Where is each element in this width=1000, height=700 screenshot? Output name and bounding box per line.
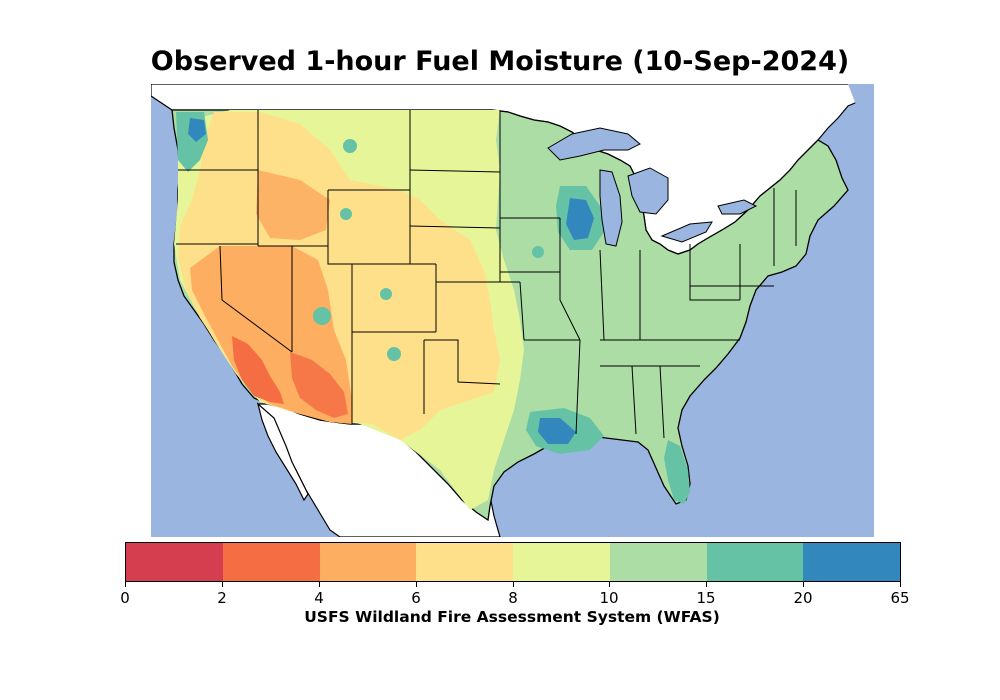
zone-2-4-socal xyxy=(232,336,284,404)
colorbar-bin-2-4 xyxy=(222,543,320,581)
moist-spot-wyoming xyxy=(340,208,352,220)
zone-20-65-pacific-nw-core xyxy=(188,118,206,142)
colorbar xyxy=(125,542,901,582)
colorbar-tick xyxy=(416,582,417,587)
colorbar-bin-6-8 xyxy=(416,543,513,581)
colorbar-tick xyxy=(609,582,610,587)
moist-spot-colorado xyxy=(380,288,392,300)
zone-20-65-gulf-core xyxy=(538,418,576,444)
moist-spot-montana xyxy=(343,139,357,153)
hudson-edge xyxy=(848,84,874,110)
colorbar-tick xyxy=(222,582,223,587)
colorbar-tick xyxy=(803,582,804,587)
colorbar-caption: USFS Wildland Fire Assessment System (WF… xyxy=(304,608,720,626)
colorbar-tick xyxy=(900,582,901,587)
state-borders xyxy=(176,110,797,439)
colorbar-bin-8-10 xyxy=(513,543,610,581)
colorbar-tick-label: 2 xyxy=(217,589,227,607)
moist-spot-utah xyxy=(313,307,331,325)
zone-15-20-florida xyxy=(664,440,690,504)
lake-huron xyxy=(627,167,669,215)
colorbar-tick xyxy=(513,582,514,587)
lake-erie xyxy=(660,221,713,243)
colorbar-bin-0-2 xyxy=(126,543,223,581)
colorbar-bin-4-6 xyxy=(319,543,417,581)
colorbar-tick xyxy=(319,582,320,587)
colorbar-bin-10-15 xyxy=(609,543,707,581)
colorbar-tick-label: 15 xyxy=(696,589,716,607)
colorbar-tick-label: 20 xyxy=(793,589,813,607)
colorbar-tick-label: 8 xyxy=(508,589,518,607)
zone-2-4-arizona xyxy=(290,352,348,418)
colorbar-bin-20-65 xyxy=(803,543,900,581)
colorbar-tick-label: 65 xyxy=(890,589,910,607)
lake-michigan xyxy=(599,169,623,247)
lake-superior xyxy=(547,127,641,161)
colorbar-tick xyxy=(706,582,707,587)
colorbar-tick xyxy=(125,582,126,587)
lake-ontario xyxy=(717,199,758,215)
baja-peninsula xyxy=(256,402,309,502)
zone-4-6-wyoming xyxy=(256,170,330,240)
colorbar-tick-label: 10 xyxy=(599,589,619,607)
colorbar-tick-label: 4 xyxy=(314,589,324,607)
moist-spot-nm xyxy=(387,347,401,361)
colorbar-tick-label: 0 xyxy=(120,589,130,607)
zone-20-65-wisconsin-core xyxy=(566,198,594,240)
colorbar-bin-15-20 xyxy=(706,543,804,581)
map-title: Observed 1-hour Fuel Moisture (10-Sep-20… xyxy=(150,46,850,77)
moist-spot-iowa xyxy=(532,246,544,258)
colorbar-tick-label: 6 xyxy=(411,589,421,607)
fuel-moisture-map xyxy=(151,84,874,537)
